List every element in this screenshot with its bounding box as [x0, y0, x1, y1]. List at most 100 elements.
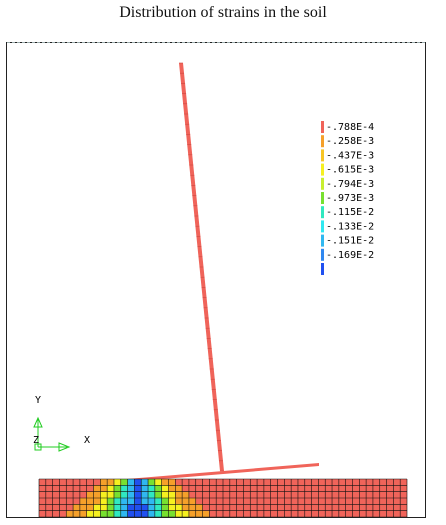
strain-cell [182, 498, 189, 505]
strain-cell [182, 510, 189, 517]
strain-cell [107, 498, 114, 505]
strain-cell [168, 491, 176, 498]
strain-cell [86, 510, 94, 517]
legend-swatch [321, 163, 324, 176]
legend-label: -.151E-2 [326, 236, 374, 247]
strain-cell [100, 479, 108, 486]
legend-swatch [321, 135, 324, 148]
surface-beam [127, 463, 319, 482]
legend-swatch [321, 149, 324, 162]
strain-cell [168, 510, 176, 517]
strain-cell [113, 491, 121, 498]
legend-swatch [321, 192, 324, 204]
strain-cell [86, 491, 94, 498]
strain-cell [148, 498, 155, 505]
strain-cell [93, 485, 101, 492]
strain-cell [134, 485, 142, 492]
strain-cell [188, 498, 196, 505]
coordinate-triad: Y Z X [33, 395, 90, 452]
legend-label: -.258E-3 [326, 136, 374, 147]
legend-label: -.133E-2 [326, 221, 374, 232]
strain-cell [113, 498, 121, 505]
strain-cell [113, 510, 121, 517]
strain-cell [66, 510, 74, 517]
triad-x-arrow [58, 442, 71, 452]
strain-cell [148, 485, 155, 492]
strain-cell [182, 504, 189, 511]
strain-cell [113, 504, 121, 511]
strain-cell [107, 491, 114, 498]
strain-cell [107, 485, 114, 492]
legend-swatch [321, 121, 324, 133]
strain-cell [120, 510, 128, 517]
triad-x-label: X [84, 435, 90, 446]
strain-cell [93, 491, 101, 498]
fea-viewport[interactable]: -.788E-4 -.258E-3 -.437E-3 -.615E-3 -.794E-3… [6, 42, 426, 518]
legend-swatch [321, 248, 324, 261]
strain-cell [154, 510, 162, 517]
strain-cell [113, 479, 121, 486]
strain-cell [175, 498, 183, 505]
strain-cell [175, 491, 183, 498]
strain-cell [148, 510, 155, 517]
strain-cell [182, 491, 189, 498]
strain-legend: -.788E-4 -.258E-3 -.437E-3 -.615E-3 -.794E-3… [321, 121, 374, 275]
legend-label: -.437E-3 [326, 150, 374, 161]
strain-cell [168, 504, 176, 511]
strain-cell [154, 498, 162, 505]
strain-cell [161, 491, 169, 498]
strain-cell [141, 510, 149, 517]
legend-swatch [321, 177, 324, 190]
legend-label: -.615E-3 [326, 165, 374, 176]
triad-y-label: Y [35, 395, 41, 406]
legend-label: -.973E-3 [326, 193, 374, 204]
strain-cell [134, 491, 142, 498]
legend-swatch [321, 220, 324, 233]
strain-cell [148, 491, 155, 498]
strain-cell [161, 510, 169, 517]
strain-cell [141, 485, 149, 492]
strain-cell [79, 504, 87, 511]
triad-y-arrow [33, 416, 43, 428]
fea-scene: -.788E-4 -.258E-3 -.437E-3 -.615E-3 -.794E-3… [33, 62, 408, 517]
strain-cell [148, 504, 155, 511]
strain-cell [175, 510, 183, 517]
strain-cell [175, 504, 183, 511]
strain-cell [154, 485, 162, 492]
strain-cell [86, 498, 94, 505]
strain-cell [134, 498, 142, 505]
strain-cell [154, 479, 162, 486]
strain-cell [141, 479, 149, 486]
strain-cell [134, 510, 142, 517]
strain-cell [161, 498, 169, 505]
strain-cell [100, 504, 108, 511]
legend-swatch [321, 263, 324, 275]
legend-label: -.115E-2 [326, 207, 374, 218]
strain-cell [175, 485, 183, 492]
viewport-top-border [7, 42, 425, 43]
strain-cell [202, 510, 210, 517]
strain-cell [127, 510, 135, 517]
legend-label: -.788E-4 [326, 122, 374, 133]
strain-cell [107, 479, 114, 486]
strain-cell [120, 504, 128, 511]
strain-cell [100, 485, 108, 492]
strain-cell [141, 498, 149, 505]
strain-cell [86, 504, 94, 511]
strain-cell [107, 510, 114, 517]
strain-cell [79, 498, 87, 505]
strain-cell [188, 510, 196, 517]
strain-cell [188, 504, 196, 511]
strain-cell [120, 491, 128, 498]
strain-cell [100, 498, 108, 505]
triad-z-label: Z [33, 435, 39, 446]
strain-cell [113, 485, 121, 492]
legend-swatch [321, 206, 324, 219]
strain-cell [120, 479, 128, 486]
strain-cell [93, 510, 101, 517]
strain-cell [73, 504, 80, 511]
strain-cell [134, 479, 142, 486]
strain-cell [120, 498, 128, 505]
strain-cell [93, 504, 101, 511]
strain-cell [161, 504, 169, 511]
